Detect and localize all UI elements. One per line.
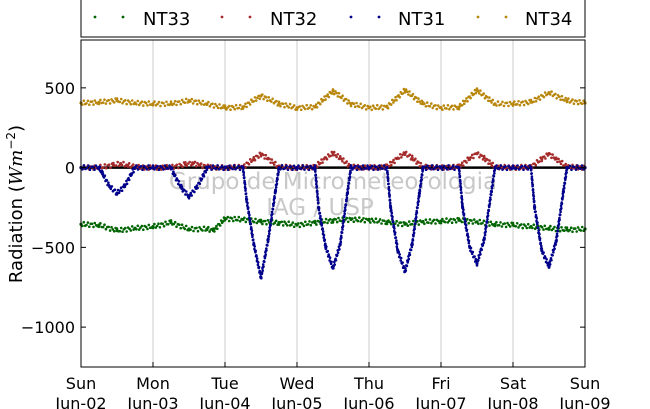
x-tick-day: Tue — [210, 374, 238, 393]
legend-marker — [93, 15, 97, 19]
legend-marker — [248, 15, 252, 19]
series-nt34 — [79, 87, 587, 112]
legend-marker — [349, 15, 353, 19]
legend-marker — [220, 15, 224, 19]
data-point — [417, 191, 421, 195]
y-tick-label: −1000 — [21, 318, 75, 337]
legend-item-nt33: NT33 — [93, 9, 190, 30]
x-tick-date: Jun-04 — [198, 394, 250, 409]
legend-label: NT34 — [525, 9, 572, 30]
x-tick-date: Jun-06 — [342, 394, 394, 409]
x-tick-day: Mon — [136, 374, 170, 393]
legend-item-nt31: NT31 — [349, 9, 445, 30]
y-axis: 500 0 −500 −1000 — [21, 79, 585, 337]
legend: NT33 NT32 NT31 NT34 — [80, 0, 586, 38]
x-tick-day: Sun — [570, 374, 600, 393]
plot-area: Grupo de Micrometeorologia IAG / USP 500… — [21, 39, 611, 409]
grid-lines — [152, 40, 514, 367]
x-tick-day: Wed — [280, 374, 315, 393]
x-tick-day: Sun — [66, 374, 96, 393]
legend-label: NT32 — [270, 9, 317, 30]
x-tick-date: Jun-05 — [270, 394, 322, 409]
x-tick-date: Jun-07 — [414, 394, 466, 409]
y-axis-label-close: ) — [6, 125, 27, 132]
legend-label: NT33 — [143, 9, 190, 30]
legend-item-nt34: NT34 — [476, 9, 572, 30]
y-axis-label-text: Radiation ( — [6, 185, 27, 283]
y-axis-label: Radiation (Wm−2) — [4, 125, 27, 283]
y-tick-label: 0 — [65, 159, 75, 178]
plot-frame — [80, 39, 586, 368]
y-axis-label-math: Wm — [6, 150, 27, 186]
legend-label: NT31 — [398, 9, 445, 30]
legend-item-nt32: NT32 — [220, 9, 317, 30]
x-tick-day: Fri — [431, 374, 450, 393]
legend-marker — [504, 15, 508, 19]
x-tick-day: Sat — [500, 374, 526, 393]
series-nt31 — [79, 164, 587, 280]
y-tick-label: −500 — [31, 238, 75, 257]
watermark-line-1: Grupo de Micrometeorologia — [169, 169, 497, 195]
y-axis-label-exponent: −2 — [4, 132, 18, 150]
legend-box — [80, 0, 586, 38]
legend-marker — [476, 15, 480, 19]
legend-marker — [121, 15, 125, 19]
x-tick-day: Thu — [353, 374, 384, 393]
x-tick-date: Jun-03 — [126, 394, 178, 409]
x-tick-date: Jun-02 — [54, 394, 106, 409]
legend-marker — [377, 15, 381, 19]
x-axis: SunJun-02MonJun-03TueJun-04WedJun-05ThuJ… — [54, 362, 611, 409]
y-tick-label: 500 — [44, 79, 75, 98]
x-tick-date: Jun-08 — [486, 394, 538, 409]
series-layer — [79, 87, 587, 280]
x-tick-date: Jun-09 — [558, 394, 610, 409]
